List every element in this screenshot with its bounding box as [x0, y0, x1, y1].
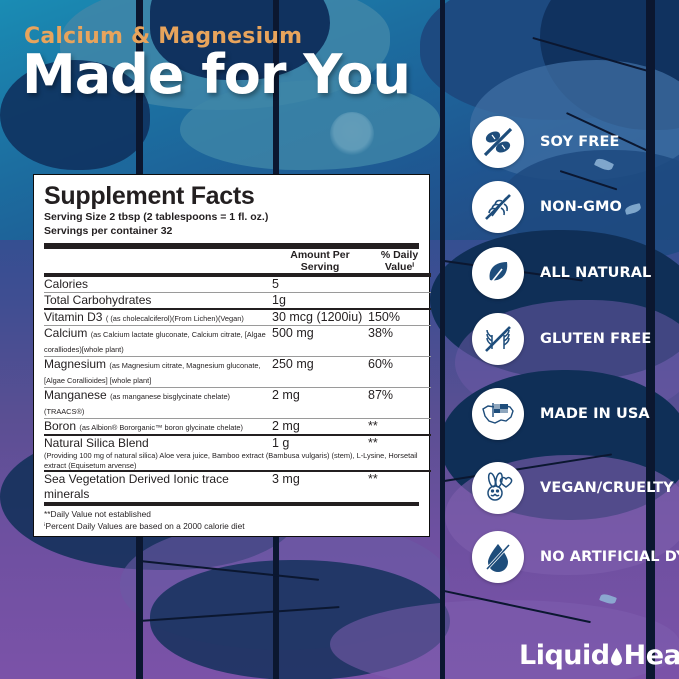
nutrient-name: Calcium (as Calcium lactate gluconate, C… [44, 325, 272, 357]
header-amount-line1: Amount Per [290, 249, 350, 261]
nutrient-label: Calcium [44, 326, 88, 340]
nutrient-label: Manganese [44, 388, 107, 402]
serving-size: Serving Size 2 tbsp (2 tablespoons = 1 f… [44, 211, 269, 223]
no-dye-droplet-icon [472, 531, 524, 583]
badge-label: NON-GMO [540, 199, 622, 215]
nutrient-dv [368, 292, 431, 309]
nutrient-name: Calories [44, 273, 272, 293]
nutrient-amount: 30 mcg (1200iu) [272, 308, 368, 326]
gluten-free-icon [472, 313, 524, 365]
nutrient-name: Boron (as Albion® Bororganic™ boron glyc… [44, 418, 272, 435]
table-row: Sea Vegetation Derived Ionic trace miner… [44, 470, 431, 502]
badge-vegan-cruelty-free: VEGAN/CRUELTY FREE [472, 462, 679, 514]
nutrient-dv [368, 273, 431, 293]
nutrient-amount: 1 g [272, 434, 368, 451]
badge-non-gmo: NON-GMO [472, 181, 622, 233]
nutrient-dv: ** [368, 434, 431, 451]
nutrient-name: Natural Silica Blend [44, 434, 272, 451]
badge-label: NO ARTIFICIAL DYES [540, 549, 679, 565]
nutrient-amount: 500 mg [272, 325, 368, 357]
table-row: Boron (as Albion® Bororganic™ boron glyc… [44, 418, 431, 435]
rabbit-heart-icon [472, 462, 524, 514]
nutrient-name: Manganese (as manganese bisglycinate che… [44, 387, 272, 419]
footnote-percent-dv: ⁱPercent Daily Values are based on a 200… [44, 521, 245, 531]
nutrient-amount: 3 mg [272, 470, 368, 502]
badge-label: GLUTEN FREE [540, 331, 652, 347]
nutrient-dv: ** [368, 418, 431, 435]
header-amount-line2: Serving [300, 261, 340, 273]
nutrient-name: Magnesium (as Magnesium citrate, Magnesi… [44, 356, 272, 388]
nutrient-label: Boron [44, 419, 77, 433]
nutrient-dv: 60% [368, 356, 431, 388]
table-row: Total Carbohydrates 1g [44, 292, 431, 309]
supplement-facts-table: Amount Per Serving % Daily Valueⁱ Calori… [44, 249, 431, 502]
badge-label: ALL NATURAL [540, 265, 652, 281]
table-row: Manganese (as manganese bisglycinate che… [44, 387, 431, 419]
nutrient-dv: 38% [368, 325, 431, 357]
blend-detail-row: (Providing 100 mg of natural silica) Alo… [44, 451, 431, 471]
soy-free-icon [472, 116, 524, 168]
header-dv-line1: % Daily [380, 249, 419, 261]
nutrient-amount: 2 mg [272, 418, 368, 435]
nutrient-sublabel: (as Magnesium citrate, Magnesium glucona… [44, 361, 261, 385]
usa-map-flag-icon [472, 388, 524, 440]
nutrient-sublabel: ( (as cholecalciferol)(From Lichen)(Vega… [105, 314, 244, 323]
divider-bottom [44, 502, 419, 506]
blend-detail-text: (Providing 100 mg of natural silica) Alo… [44, 451, 418, 470]
badge-made-in-usa: MADE IN USA [472, 388, 650, 440]
headline-title: Made for You [22, 43, 411, 106]
table-header-row: Amount Per Serving % Daily Valueⁱ [44, 249, 431, 275]
nutrient-name: Vitamin D3 ( (as cholecalciferol)(From L… [44, 308, 272, 326]
table-row: Magnesium (as Magnesium citrate, Magnesi… [44, 356, 431, 388]
footnote-dv-not-established: **Daily Value not established [44, 509, 151, 519]
badge-gluten-free: GLUTEN FREE [472, 313, 651, 365]
header-daily-value: % Daily Valueⁱ [368, 249, 431, 275]
non-gmo-icon [472, 181, 524, 233]
header-amount-per-serving: Amount Per Serving [272, 249, 368, 275]
nutrient-label: Magnesium [44, 357, 107, 371]
badge-label: MADE IN USA [540, 406, 650, 422]
divider-thick-top [44, 243, 419, 249]
nutrient-amount: 250 mg [272, 356, 368, 388]
brand-logo: Liquid Health ® [519, 640, 679, 671]
header-blank [44, 249, 272, 275]
badge-label: SOY FREE [540, 134, 620, 150]
servings-per-container: Servings per container 32 [44, 225, 173, 237]
nutrient-amount: 5 [272, 273, 368, 293]
table-row: Calcium (as Calcium lactate gluconate, C… [44, 325, 431, 357]
badge-soy-free: SOY FREE [472, 116, 619, 168]
badge-no-artificial-dyes: NO ARTIFICIAL DYES [472, 531, 679, 583]
logo-droplet-icon [610, 647, 622, 665]
table-row: Calories 5 [44, 273, 431, 293]
table-row: Vitamin D3 ( (as cholecalciferol)(From L… [44, 308, 431, 326]
nutrient-label: Vitamin D3 [44, 310, 103, 324]
nutrient-name: Sea Vegetation Derived Ionic trace miner… [44, 470, 272, 502]
leaf-icon [472, 247, 524, 299]
badge-all-natural: ALL NATURAL [472, 247, 651, 299]
nutrient-sublabel: (as manganese bisglycinate chelate) (TRA… [44, 392, 231, 416]
nutrient-name: Total Carbohydrates [44, 292, 272, 309]
nutrient-dv: 150% [368, 308, 431, 326]
nutrient-sublabel: (as Calcium lactate gluconate, Calcium c… [44, 330, 266, 354]
nutrient-sublabel: (as Albion® Bororganic™ boron glycinate … [79, 423, 243, 432]
supplement-facts-title: Supplement Facts [44, 182, 255, 210]
nutrient-dv: ** [368, 470, 431, 502]
nutrient-amount: 2 mg [272, 387, 368, 419]
logo-word-health: Health [623, 640, 679, 671]
kicker-title: Calcium & Magnesium [24, 24, 303, 49]
header-dv-line2: Valueⁱ [384, 261, 415, 273]
table-row: Natural Silica Blend 1 g ** [44, 434, 431, 451]
supplement-facts-panel: Supplement Facts Serving Size 2 tbsp (2 … [33, 174, 431, 537]
logo-word-liquid: Liquid [519, 640, 610, 671]
nutrient-amount: 1g [272, 292, 368, 309]
nutrient-dv: 87% [368, 387, 431, 419]
badge-label: VEGAN/CRUELTY FREE [540, 480, 679, 496]
